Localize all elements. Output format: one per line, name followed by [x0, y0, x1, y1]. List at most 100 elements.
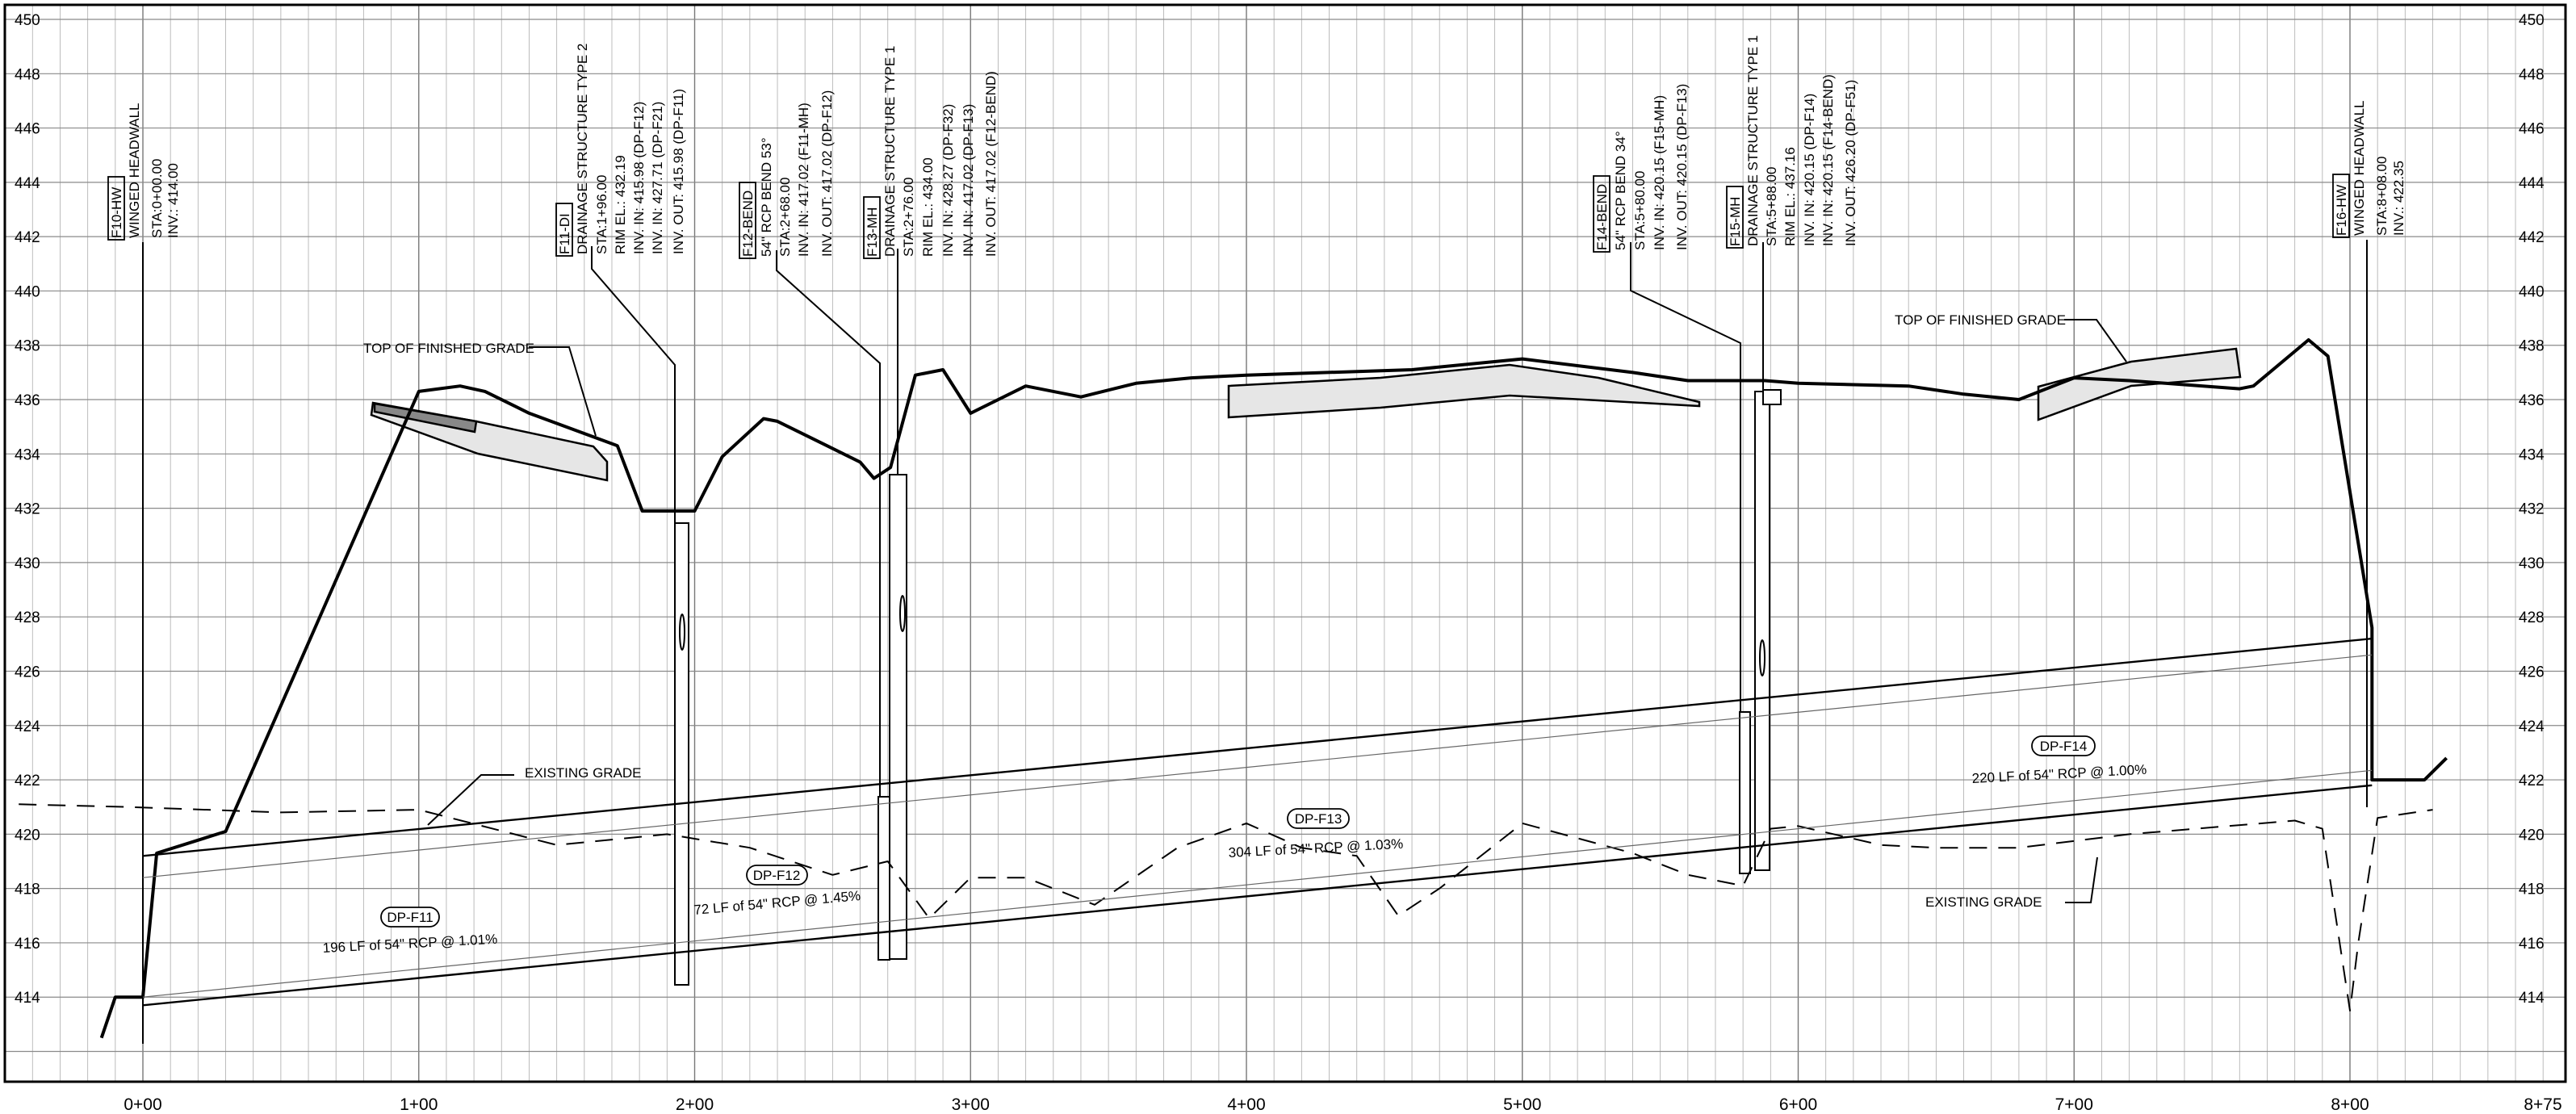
callout-f13-mh-line-1: DRAINAGE STRUCTURE TYPE 1 — [882, 46, 898, 257]
elev-label-right: 414 — [2519, 990, 2545, 1007]
id-box-f16-hw — [2332, 174, 2350, 238]
leader-existing-grade-2 — [2065, 856, 2098, 903]
station-label: 6+00 — [1779, 1095, 1817, 1114]
pipe-tag-box-f12 — [746, 865, 808, 886]
elev-label-right: 424 — [2519, 718, 2545, 735]
callout-f16-hw-line-2: STA:8+08.00 — [2374, 157, 2390, 236]
structure-f13-ellipse — [899, 595, 906, 632]
elev-label-left: 424 — [15, 718, 40, 735]
structure-f14-bend — [1739, 711, 1751, 874]
finished-grade-slabs — [370, 347, 2242, 482]
structure-f15-ellipse — [1759, 639, 1766, 676]
elev-label-right: 416 — [2519, 936, 2545, 953]
station-label: 7+00 — [2055, 1095, 2093, 1114]
pipe-desc-f13: 304 LF of 54" RCP @ 1.03% — [1228, 836, 1403, 861]
station-label: 1+00 — [400, 1095, 438, 1114]
pipe-invert-line — [142, 784, 2373, 1007]
station-label: 8+00 — [2331, 1095, 2369, 1114]
elev-label-left: 428 — [15, 609, 40, 626]
elevation-labels-right: 450 448 446 444 442 440 438 436 434 432 430 428 426 4… — [2519, 12, 2545, 1007]
structure-f13-mh — [889, 474, 907, 960]
structures — [674, 389, 1782, 986]
elev-label-right: 444 — [2519, 175, 2545, 192]
callout-id-boxes — [107, 174, 2350, 259]
callout-f13-mh-line-3: RIM EL.: 434.00 — [920, 157, 936, 257]
finished-grade-label-1: TOP OF FINISHED GRADE — [363, 341, 534, 356]
elev-label-right: 418 — [2519, 882, 2545, 898]
pipe-centerline — [142, 654, 2373, 878]
pipe-tag-f14: DP-F14 — [2040, 739, 2088, 754]
elev-label-right: 440 — [2519, 283, 2545, 300]
callout-f15-mh-line-5: INV. IN: 420.15 (F14-BEND) — [1820, 74, 1836, 246]
callout-leaders — [427, 242, 2127, 903]
callout-f10-hw-line-2: STA:0+00.00 — [149, 159, 165, 238]
grid-major — [5, 5, 2566, 1082]
elev-label-left: 418 — [15, 882, 40, 898]
pipe-desc-f14: 220 LF of 54" RCP @ 1.00% — [1971, 762, 2147, 786]
id-box-f13-mh — [863, 196, 881, 259]
callout-f12-bend-line-3: INV. IN: 417.02 (F11-MH) — [796, 103, 811, 257]
callout-f12-bend-line-2: STA:2+68.00 — [777, 178, 793, 257]
elev-label-right: 438 — [2519, 338, 2545, 355]
id-box-f11-di — [555, 203, 573, 257]
pipe-crown-line — [142, 637, 2373, 857]
elev-label-left: 446 — [15, 121, 40, 138]
elev-label-left: 426 — [15, 664, 40, 681]
station-label: 4+00 — [1227, 1095, 1265, 1114]
elev-label-right: 442 — [2519, 229, 2545, 246]
pipe-tag-f12: DP-F12 — [753, 868, 801, 883]
callout-f15-mh-id: F15-MH — [1728, 197, 1743, 246]
elev-label-right: 450 — [2519, 12, 2545, 29]
elev-label-left: 438 — [15, 338, 40, 355]
grade-annotations: TOP OF FINISHED GRADE TOP OF FINISHED GR… — [363, 312, 2066, 910]
station-label: 0+00 — [124, 1095, 161, 1114]
finished-grade-label-2: TOP OF FINISHED GRADE — [1895, 312, 2066, 328]
leader-f12-bend — [776, 250, 881, 797]
callout-f10-hw-id: F10-HW — [109, 187, 124, 238]
elev-label-left: 422 — [15, 773, 40, 789]
elev-label-left: 430 — [15, 555, 40, 572]
callout-f11-di-line-1: DRAINAGE STRUCTURE TYPE 2 — [575, 44, 590, 254]
callout-f11-di-line-2: STA:1+96.00 — [594, 175, 609, 254]
callout-f11-di-line-5: INV. IN: 427.71 (DP-F21) — [650, 102, 665, 254]
pipe-desc-f11: 196 LF of 54" RCP @ 1.01% — [322, 932, 497, 956]
station-labels: 0+00 1+00 2+00 3+00 4+00 5+00 6+00 7+00 8+00 8+75 — [124, 1095, 2561, 1114]
callout-f14-bend-line-1: 54" RCP BEND 34° — [1613, 131, 1628, 250]
elev-label-left: 416 — [15, 936, 40, 953]
id-box-f14-bend — [1593, 175, 1611, 253]
existing-grade-label-1: EXISTING GRADE — [525, 765, 642, 781]
elev-label-left: 450 — [15, 12, 40, 29]
pipe-tag-f13: DP-F13 — [1295, 811, 1342, 827]
pipe-flowline — [142, 769, 2373, 998]
callout-f11-di-id: F11-DI — [557, 213, 572, 254]
elev-label-left: 444 — [15, 175, 40, 192]
id-box-f15-mh — [1726, 186, 1744, 249]
elev-label-left: 434 — [15, 446, 40, 463]
elev-label-left: 448 — [15, 66, 40, 83]
callout-f15-mh-line-1: DRAINAGE STRUCTURE TYPE 1 — [1745, 36, 1761, 246]
structure-f11-di — [674, 522, 689, 986]
drawing-border — [3, 3, 2567, 1083]
station-label: 3+00 — [952, 1095, 990, 1114]
elev-label-right: 448 — [2519, 66, 2545, 83]
existing-grade-line — [19, 803, 2433, 1011]
callout-f14-bend-id: F14-BEND — [1594, 184, 1610, 250]
callout-f16-hw-line-3: INV.: 422.35 — [2391, 161, 2406, 236]
callout-f15-mh-line-4: INV. IN: 420.15 (DP-F14) — [1802, 94, 1817, 246]
elev-label-right: 426 — [2519, 664, 2545, 681]
callout-f15-mh-line-3: RIM EL.: 437.16 — [1782, 147, 1798, 246]
structure-f15-mh — [1754, 391, 1770, 871]
elev-label-left: 432 — [15, 501, 40, 518]
callout-f15-mh-line-2: STA:5+88.00 — [1764, 167, 1779, 246]
elev-label-right: 430 — [2519, 555, 2545, 572]
elev-label-left: 436 — [15, 392, 40, 409]
leader-existing-grade-1 — [427, 774, 514, 826]
callout-f14-bend-line-4: INV. OUT: 420.15 (DP-F13) — [1674, 84, 1690, 250]
finished-grade-slab-3 — [2037, 347, 2242, 421]
structure-callouts: F10-HW WINGED HEADWALL STA:0+00.00 INV.:… — [109, 36, 2406, 257]
elev-label-left: 414 — [15, 990, 40, 1007]
callout-f11-di-line-4: INV. IN: 415.98 (DP-F12) — [631, 102, 647, 254]
callout-f13-mh-id: F13-MH — [865, 207, 880, 257]
station-label: 8+75 — [2524, 1095, 2561, 1114]
